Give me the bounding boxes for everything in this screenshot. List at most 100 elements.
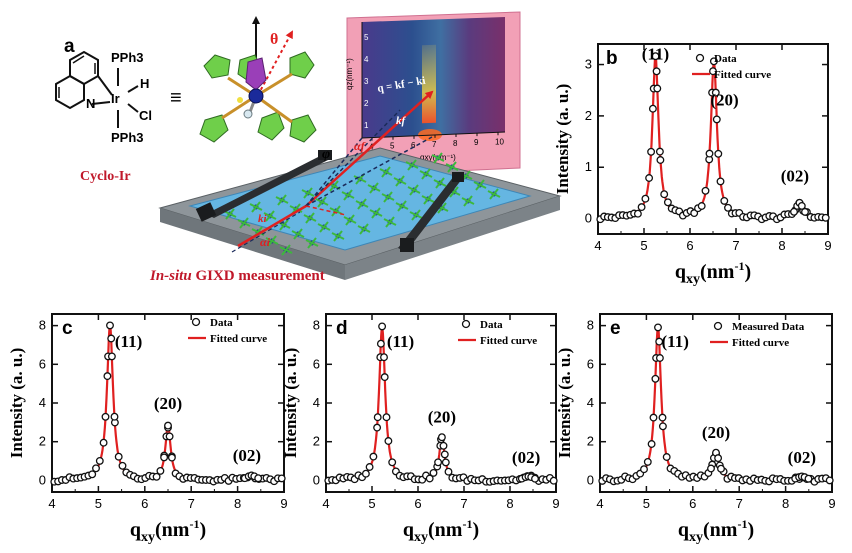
film-ligand (409, 184, 419, 196)
scattered-beam (305, 90, 434, 207)
x-axis-label-exp: -1 (737, 517, 747, 531)
detector-y-tick-label: 2 (364, 99, 369, 108)
data-point (662, 453, 671, 461)
peak-label: (11) (642, 44, 669, 63)
film-ligand (303, 187, 313, 199)
peak-label: (11) (115, 332, 142, 351)
x-axis-label-q: q (675, 261, 686, 283)
y-axis-label: Intensity (a. u.) (281, 348, 300, 459)
detector-x-tick-label: 10 (495, 137, 504, 146)
x-axis-label: qxy(nm-1) (130, 517, 206, 545)
ligand-top-label: PPh3 (111, 50, 144, 65)
data-point (382, 413, 391, 422)
peak-label: (20) (428, 407, 456, 426)
y-tick-label: 2 (39, 434, 46, 449)
panel-letter: b (606, 48, 618, 69)
film-ligand (423, 193, 433, 205)
peak-label: (02) (788, 448, 816, 467)
molecule-3d-model: θ (199, 16, 317, 143)
y-tick-label: 4 (313, 395, 320, 410)
film-ligand (435, 177, 445, 189)
data-point (165, 432, 174, 441)
data-point (804, 474, 813, 483)
x-tick-label: 6 (686, 238, 693, 253)
data-point (441, 458, 450, 467)
peak-label: (02) (781, 167, 809, 186)
data-point (378, 322, 387, 331)
data-point (651, 374, 660, 383)
legend-data-marker (713, 321, 723, 331)
x-tick-label: 7 (736, 496, 743, 511)
data-point (641, 194, 650, 203)
y-tick-label: 0 (39, 472, 46, 487)
legend-data-label: Measured Data (732, 321, 805, 333)
data-point (651, 52, 660, 61)
x-axis-label-exp: -1 (462, 517, 472, 531)
data-point (376, 339, 385, 348)
panel-letter: e (610, 318, 621, 339)
x-axis-label-sub: xy (414, 530, 428, 545)
theta-label: θ (270, 31, 278, 48)
panel-a-letter: a (64, 36, 75, 57)
data-point (714, 454, 723, 463)
x-tick-label: 5 (640, 238, 647, 253)
film-ligand (277, 194, 287, 206)
x-axis-label-unit: (nm (428, 519, 463, 541)
data-point (380, 373, 389, 382)
data-point (654, 323, 662, 332)
chloride-label: Cl (139, 108, 152, 123)
film-ligand (329, 180, 339, 192)
legend-data-marker (461, 319, 471, 329)
hydride-label: H (140, 76, 149, 91)
data-point (697, 202, 706, 210)
x-tick-label: 4 (48, 496, 55, 511)
detector-x-tick-label: 5 (390, 142, 395, 151)
film-ligand (421, 168, 431, 180)
film-ligand (489, 188, 499, 200)
y-axis-label: Intensity (a. u.) (555, 348, 574, 459)
x-axis-label: qxy(nm-1) (678, 517, 754, 545)
legend-data-marker (191, 317, 201, 327)
x-tick-label: 4 (594, 238, 601, 253)
data-point (652, 67, 661, 76)
y-tick-label: 2 (313, 434, 320, 449)
data-point (118, 461, 127, 470)
data-point (633, 209, 642, 218)
caption-rest: GIXD measurement (192, 268, 325, 284)
data-point (388, 458, 397, 467)
panel-letter: c (62, 318, 73, 339)
caption: In-situ GIXD measurement (149, 268, 325, 284)
x-tick-label: 8 (234, 496, 241, 511)
x-axis-label-sub: xy (141, 530, 155, 545)
x-axis-label-close: ) (472, 519, 479, 541)
data-point (658, 413, 667, 422)
film-ligand (411, 209, 421, 221)
y-tick-label: 0 (587, 472, 594, 487)
film-ligand (225, 208, 235, 220)
film-ligand (345, 214, 355, 226)
data-point (152, 472, 161, 481)
y-tick-label: 6 (313, 356, 320, 371)
data-point (647, 147, 656, 156)
data-point (373, 423, 382, 432)
data-point (369, 452, 378, 461)
panel-letter: d (336, 318, 348, 339)
film-ligand (267, 235, 277, 247)
x-tick-label: 7 (460, 496, 467, 511)
x-tick-label: 5 (95, 496, 102, 511)
data-point (701, 186, 710, 195)
x-axis-label-unit: (nm (155, 519, 190, 541)
film-ligand (317, 196, 327, 208)
x-tick-label: 5 (368, 496, 375, 511)
data-point (714, 149, 723, 158)
x-tick-label: 6 (414, 496, 421, 511)
data-point (663, 198, 672, 207)
peak-label: (02) (512, 448, 540, 467)
chart-panel-d: 4 5 6 7 8 9 0 2 4 6 8 qxy(nm-1) Intensity (a. u.) (11… (281, 313, 560, 545)
data-point (709, 57, 718, 66)
x-axis-label-unit: (nm (703, 519, 738, 541)
data-point (107, 352, 116, 361)
data-point (790, 207, 798, 216)
